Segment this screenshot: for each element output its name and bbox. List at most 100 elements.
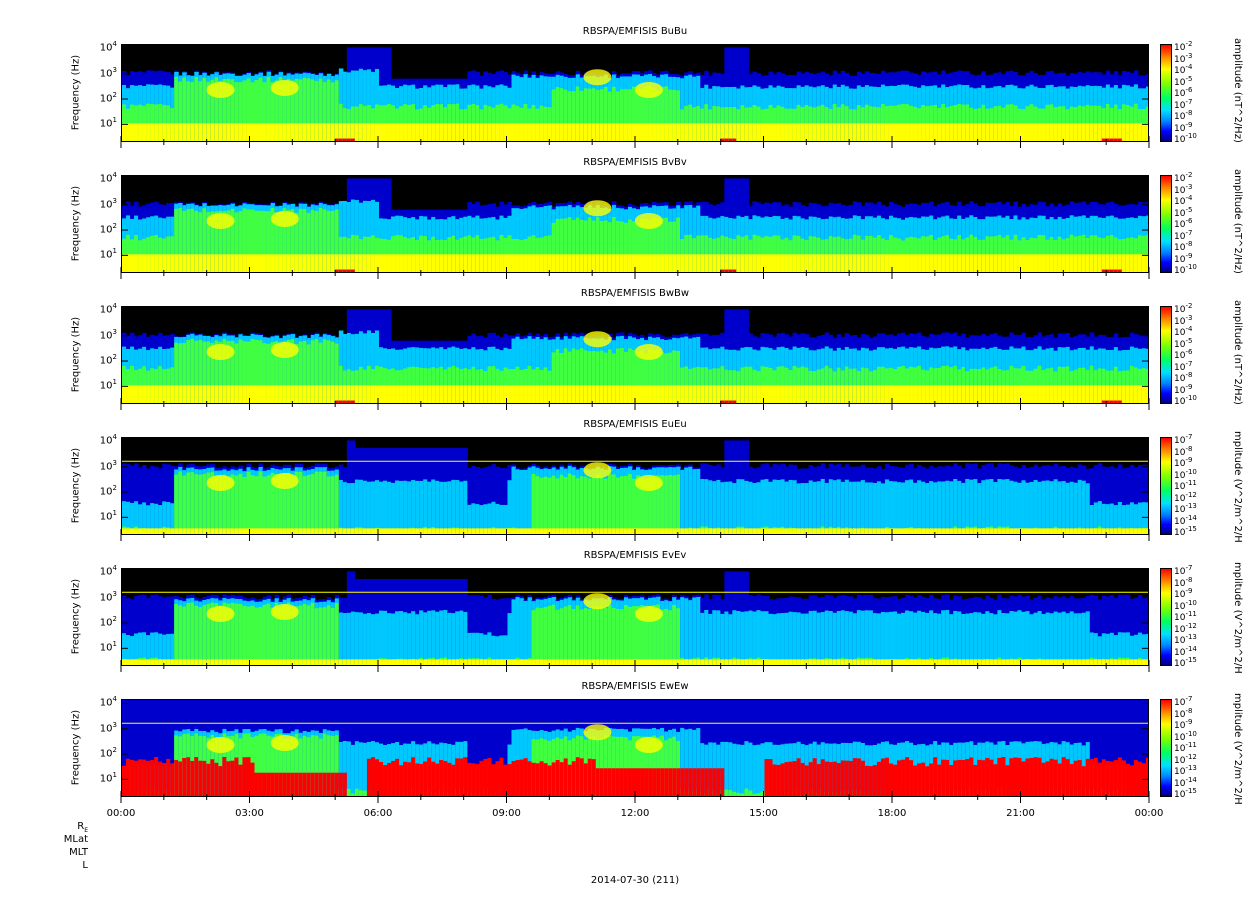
panel-title: RBSPA/EMFISIS EvEv	[583, 550, 687, 561]
tick-exponent: 1	[112, 378, 117, 387]
tick-base: 10	[1174, 659, 1186, 669]
tick-exponent: -9	[1185, 251, 1193, 260]
tick-base: 10	[1174, 266, 1186, 276]
colorbar-tick-label: 10-9	[1174, 121, 1192, 134]
hotspot	[206, 81, 235, 98]
tick-exponent: -2	[1185, 302, 1193, 310]
tick-exponent: -3	[1185, 313, 1193, 322]
tick-exponent: -8	[1185, 575, 1193, 584]
tick-exponent: 1	[112, 247, 117, 256]
tick-base: 10	[1174, 567, 1186, 577]
hotspot	[583, 69, 612, 86]
tick-exponent: -12	[1185, 752, 1197, 761]
tick-base: 10	[99, 617, 113, 629]
x-tick-label: 06:00	[363, 808, 393, 819]
colorbar-tick-label: 10-6	[1174, 86, 1192, 99]
tick-exponent: 3	[112, 720, 117, 729]
tick-base: 10	[1174, 778, 1186, 789]
colorbar-tick-label: 10-6	[1174, 348, 1192, 361]
tick-base: 10	[1174, 123, 1186, 134]
colorbar-tick-label: 10-12	[1174, 753, 1197, 766]
spectrogram-panel	[121, 306, 1149, 404]
colorbar	[1160, 437, 1172, 535]
colorbar-tick-label: 10-11	[1174, 741, 1197, 754]
tick-exponent: -8	[1185, 371, 1193, 379]
tick-base: 10	[1174, 316, 1186, 327]
colorbar-tick-label: 10-14	[1174, 514, 1197, 527]
y-axis-label: Frequency (Hz)	[70, 447, 82, 524]
tick-exponent: -11	[1185, 479, 1197, 487]
tick-exponent: -7	[1185, 228, 1193, 237]
tick-exponent: 3	[112, 589, 117, 598]
colorbar-label: amplitude (nT^2/Hz)	[1232, 38, 1243, 143]
hotspot	[583, 462, 612, 479]
tick-base: 10	[1174, 516, 1186, 527]
tick-base: 10	[1174, 590, 1186, 600]
y-tick-label: 104	[77, 171, 117, 184]
tick-exponent: -13	[1185, 633, 1197, 641]
colorbar-label: mplitude (V^2/m^2/H	[1232, 431, 1243, 543]
tick-exponent: -3	[1185, 51, 1193, 60]
hotspot	[634, 81, 663, 98]
tick-exponent: -7	[1185, 97, 1193, 106]
tick-exponent: 1	[112, 640, 117, 649]
y-tick-label: 102	[77, 484, 117, 497]
panel-title: RBSPA/EMFISIS EuEu	[583, 419, 687, 430]
tick-exponent: -9	[1185, 456, 1193, 464]
colorbar-tick-label: 10-5	[1174, 337, 1192, 350]
tick-base: 10	[99, 435, 113, 447]
y-tick-label: 103	[77, 459, 117, 472]
tick-exponent: -8	[1185, 240, 1193, 248]
colorbar	[1160, 44, 1172, 142]
tick-base: 10	[1174, 339, 1186, 350]
colorbar-tick-label: 10-2	[1174, 302, 1192, 315]
spectrogram-panel	[121, 44, 1149, 142]
tick-exponent: -9	[1185, 587, 1193, 595]
tick-base: 10	[1174, 328, 1186, 338]
colorbar-tick-label: 10-13	[1174, 502, 1197, 515]
tick-base: 10	[1174, 112, 1186, 122]
tick-exponent: -9	[1185, 382, 1193, 391]
tick-base: 10	[99, 224, 113, 236]
spectrogram-panel	[121, 437, 1149, 535]
y-tick-label: 102	[77, 91, 117, 104]
colorbar-tick-label: 10-9	[1174, 456, 1192, 469]
y-tick-label: 102	[77, 615, 117, 628]
tick-exponent: -7	[1185, 433, 1193, 441]
colorbar-tick-label: 10-15	[1174, 656, 1197, 669]
tick-base: 10	[1174, 243, 1186, 253]
tick-base: 10	[1174, 482, 1186, 492]
tick-exponent: 2	[112, 353, 117, 362]
hotspot	[206, 474, 235, 491]
y-tick-label: 104	[77, 433, 117, 446]
panel-title: RBSPA/EMFISIS EwEw	[581, 681, 689, 692]
tick-base: 10	[99, 566, 113, 578]
colorbar-tick-label: 10-8	[1174, 109, 1192, 122]
tick-base: 10	[1174, 447, 1186, 458]
tick-base: 10	[1174, 721, 1186, 731]
x-tick-label: 12:00	[620, 808, 650, 819]
tick-exponent: -4	[1185, 63, 1193, 71]
tick-exponent: 1	[112, 771, 117, 780]
tick-base: 10	[1174, 505, 1186, 515]
y-tick-label: 103	[77, 66, 117, 79]
tick-base: 10	[99, 380, 113, 392]
spectrogram-svg	[122, 438, 1148, 534]
y-tick-label: 102	[77, 353, 117, 366]
colorbar-tick-label: 10-2	[1174, 40, 1192, 53]
tick-base: 10	[1174, 231, 1186, 242]
tick-base: 10	[1174, 790, 1186, 800]
hotspot	[583, 593, 612, 610]
colorbar-tick-label: 10-6	[1174, 217, 1192, 230]
tick-exponent: -2	[1185, 40, 1193, 48]
tick-exponent: -7	[1185, 695, 1193, 703]
tick-base: 10	[1174, 351, 1186, 361]
colorbar-tick-label: 10-11	[1174, 610, 1197, 623]
y-axis-label: Frequency (Hz)	[70, 578, 82, 655]
tick-exponent: 3	[112, 458, 117, 467]
y-tick-label: 102	[77, 746, 117, 759]
hotspot	[270, 341, 299, 358]
tick-exponent: -12	[1185, 490, 1197, 499]
y-tick-label: 103	[77, 590, 117, 603]
